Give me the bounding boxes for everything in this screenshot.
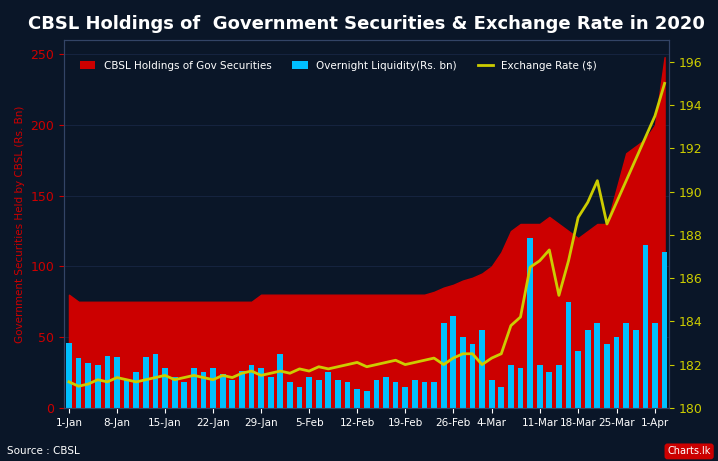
Bar xyxy=(258,368,264,408)
Bar xyxy=(460,337,466,408)
Bar xyxy=(421,382,427,408)
Bar xyxy=(354,390,360,408)
Bar xyxy=(537,366,543,408)
Bar xyxy=(383,377,389,408)
Bar xyxy=(575,351,581,408)
Bar xyxy=(325,372,331,408)
Bar xyxy=(643,245,648,408)
Bar xyxy=(335,379,341,408)
Bar xyxy=(402,387,408,408)
Bar xyxy=(316,379,322,408)
Bar xyxy=(373,379,379,408)
Bar xyxy=(172,377,177,408)
Text: Source : CBSL: Source : CBSL xyxy=(7,446,80,456)
Bar xyxy=(229,379,236,408)
Bar xyxy=(527,238,533,408)
Bar xyxy=(614,337,620,408)
Bar xyxy=(277,354,283,408)
Bar xyxy=(518,368,523,408)
Bar xyxy=(364,391,370,408)
Bar xyxy=(431,382,437,408)
Bar xyxy=(595,323,600,408)
Text: Charts.lk: Charts.lk xyxy=(668,446,711,456)
Bar xyxy=(508,366,514,408)
Bar xyxy=(95,366,101,408)
Bar xyxy=(268,377,274,408)
Bar xyxy=(662,252,668,408)
Bar xyxy=(604,344,610,408)
Bar xyxy=(393,382,398,408)
Legend: CBSL Holdings of Gov Securities, Overnight Liquidity(Rs. bn), Exchange Rate ($): CBSL Holdings of Gov Securities, Overnig… xyxy=(75,56,602,75)
Bar xyxy=(182,382,187,408)
Bar xyxy=(239,371,245,408)
Y-axis label: Government Securities Held by CBSL (Rs. Bn): Government Securities Held by CBSL (Rs. … xyxy=(15,105,25,343)
Bar xyxy=(162,368,168,408)
Bar xyxy=(652,323,658,408)
Bar xyxy=(546,372,552,408)
Bar xyxy=(143,357,149,408)
Bar xyxy=(585,330,591,408)
Bar xyxy=(307,377,312,408)
Bar xyxy=(470,344,475,408)
Bar xyxy=(297,387,302,408)
Bar xyxy=(412,379,418,408)
Bar xyxy=(123,379,129,408)
Bar xyxy=(66,343,72,408)
Bar xyxy=(152,354,158,408)
Bar xyxy=(220,374,225,408)
Bar xyxy=(85,363,91,408)
Bar xyxy=(105,355,111,408)
Bar xyxy=(479,330,485,408)
Bar xyxy=(75,358,81,408)
Bar xyxy=(489,379,495,408)
Bar xyxy=(633,330,638,408)
Bar xyxy=(114,357,120,408)
Title: CBSL Holdings of  Government Securities & Exchange Rate in 2020: CBSL Holdings of Government Securities &… xyxy=(28,15,705,33)
Bar xyxy=(200,372,206,408)
Bar xyxy=(450,316,456,408)
Bar xyxy=(498,387,504,408)
Bar xyxy=(623,323,629,408)
Bar xyxy=(556,366,561,408)
Bar xyxy=(345,382,350,408)
Bar xyxy=(248,366,254,408)
Bar xyxy=(566,302,572,408)
Bar xyxy=(191,368,197,408)
Bar xyxy=(441,323,447,408)
Bar xyxy=(287,382,293,408)
Bar xyxy=(210,368,216,408)
Bar xyxy=(134,372,139,408)
